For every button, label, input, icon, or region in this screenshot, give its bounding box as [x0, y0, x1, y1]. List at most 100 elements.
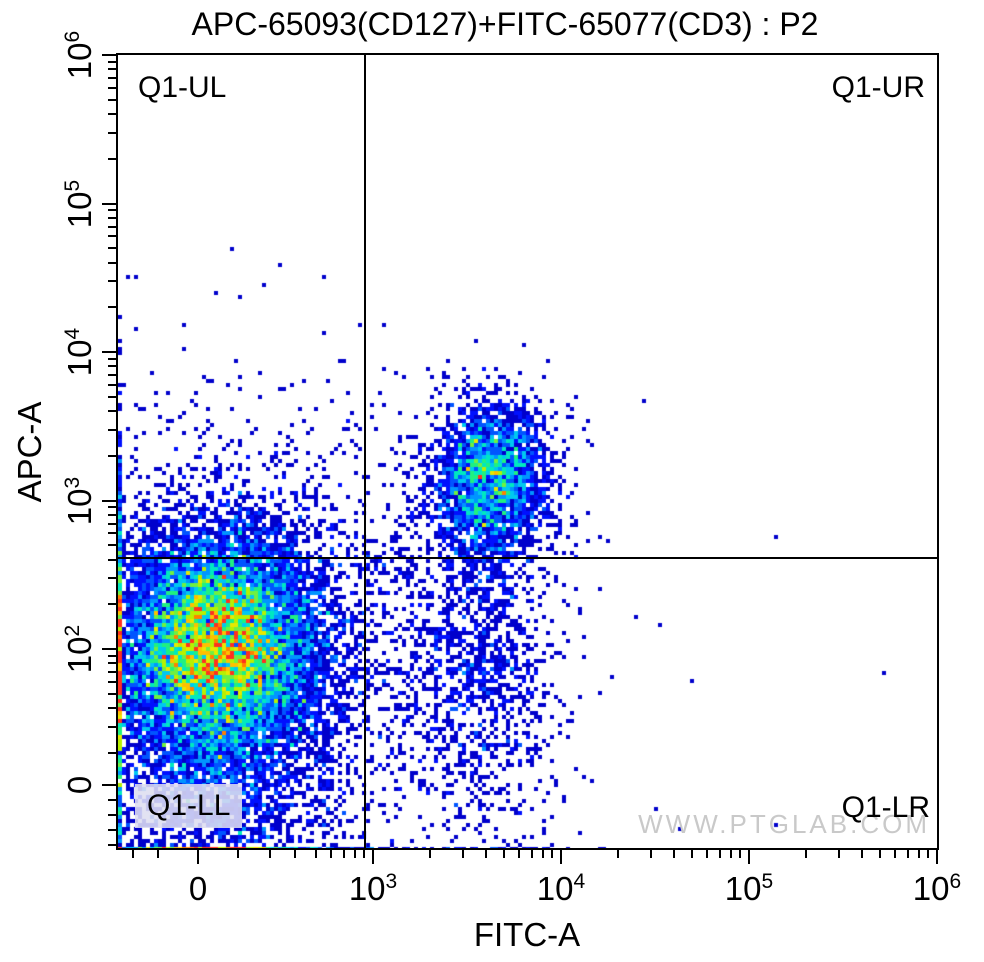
y-minor-tick — [108, 365, 116, 368]
x-minor-tick — [429, 850, 432, 858]
y-minor-tick — [108, 513, 116, 516]
x-tick-label: 106 — [912, 870, 962, 907]
y-minor-tick — [108, 76, 116, 79]
x-tick-label: 104 — [536, 870, 586, 907]
x-axis-title: FITC-A — [473, 916, 581, 953]
y-minor-tick — [108, 383, 116, 386]
x-tick-label: 103 — [348, 870, 398, 907]
y-tick-label: 102 — [61, 624, 98, 674]
y-minor-tick — [108, 725, 116, 728]
x-minor-tick — [541, 850, 544, 858]
x-minor-tick — [893, 850, 896, 858]
y-tick-label: 106 — [61, 30, 98, 80]
quadrant-label-ll: Q1-LL — [135, 784, 243, 828]
y-minor-tick — [108, 544, 116, 547]
y-minor-tick — [108, 577, 116, 580]
x-minor-tick — [531, 850, 533, 858]
y-minor-tick — [108, 209, 116, 212]
x-minor-tick — [917, 850, 920, 858]
y-minor-tick — [108, 261, 116, 264]
y-major-tick — [102, 350, 116, 353]
y-minor-tick — [108, 131, 116, 134]
y-minor-tick — [108, 225, 116, 228]
quadrant-gate-horizontal-line — [118, 557, 937, 559]
y-minor-tick — [108, 532, 116, 535]
x-minor-tick — [691, 850, 694, 858]
y-tick-label: 0 — [61, 775, 98, 795]
y-minor-tick — [108, 522, 116, 525]
y-minor-tick — [108, 506, 116, 509]
x-minor-tick — [363, 850, 366, 858]
x-minor-tick — [878, 850, 881, 858]
y-minor-tick — [108, 751, 116, 754]
y-major-tick — [102, 202, 116, 205]
y-minor-tick — [108, 814, 116, 816]
y-minor-tick — [108, 247, 116, 250]
x-minor-tick — [461, 850, 464, 858]
x-major-tick — [936, 850, 938, 864]
y-minor-tick — [108, 357, 116, 360]
density-scatter-canvas — [118, 55, 937, 848]
x-minor-tick — [293, 850, 296, 858]
y-minor-tick — [108, 843, 116, 846]
x-minor-tick — [236, 850, 239, 858]
x-major-tick — [747, 850, 750, 864]
x-minor-tick — [517, 850, 520, 858]
x-minor-tick — [926, 850, 929, 858]
quadrant-label-ur: Q1-UR — [831, 71, 925, 104]
y-minor-tick — [108, 603, 116, 606]
y-minor-tick — [108, 113, 116, 116]
y-minor-tick — [108, 60, 116, 63]
y-minor-tick — [108, 662, 116, 665]
y-tick-label: 104 — [61, 327, 98, 377]
y-major-tick — [102, 784, 116, 787]
y-minor-tick — [108, 670, 116, 673]
y-minor-tick — [108, 828, 116, 831]
y-minor-tick — [108, 395, 116, 398]
y-minor-tick — [108, 558, 116, 561]
x-minor-tick — [907, 850, 909, 858]
x-major-tick — [197, 850, 200, 864]
page-title: APC-65093(CD127)+FITC-65077(CD3) : P2 — [191, 6, 819, 42]
x-minor-tick — [719, 850, 722, 858]
y-tick-label: 105 — [61, 179, 98, 228]
y-tick-label: 103 — [61, 476, 98, 525]
x-minor-tick — [156, 850, 159, 858]
y-axis-title: APC-A — [11, 401, 48, 503]
x-major-tick — [372, 850, 375, 864]
y-minor-tick — [108, 410, 116, 413]
y-minor-tick — [108, 707, 116, 710]
x-minor-tick — [616, 850, 619, 858]
x-major-tick — [559, 850, 562, 864]
y-minor-tick — [108, 157, 116, 160]
x-minor-tick — [673, 850, 676, 858]
y-minor-tick — [108, 680, 116, 683]
y-minor-tick — [108, 428, 116, 431]
y-minor-tick — [108, 86, 116, 89]
x-minor-tick — [502, 850, 505, 858]
x-minor-tick — [342, 850, 345, 858]
y-minor-tick — [108, 373, 116, 376]
y-minor-tick — [108, 235, 116, 238]
x-minor-tick — [838, 850, 841, 858]
x-tick-label: 105 — [724, 870, 774, 907]
y-minor-tick — [108, 280, 116, 283]
x-minor-tick — [805, 850, 808, 858]
y-minor-tick — [108, 216, 116, 219]
x-minor-tick — [550, 850, 553, 858]
y-minor-tick — [108, 98, 116, 101]
x-minor-tick — [330, 850, 333, 858]
quadrant-gate-vertical-line — [364, 55, 366, 848]
x-minor-tick — [730, 850, 733, 858]
x-minor-tick — [650, 850, 652, 858]
y-minor-tick — [108, 799, 116, 802]
x-minor-tick — [131, 850, 134, 858]
y-major-tick — [102, 54, 116, 56]
y-minor-tick — [108, 454, 116, 457]
y-minor-tick — [108, 306, 116, 309]
x-tick-label: 0 — [188, 870, 208, 907]
x-minor-tick — [484, 850, 487, 858]
y-major-tick — [102, 499, 116, 502]
y-minor-tick — [108, 692, 116, 695]
x-minor-tick — [860, 850, 863, 858]
